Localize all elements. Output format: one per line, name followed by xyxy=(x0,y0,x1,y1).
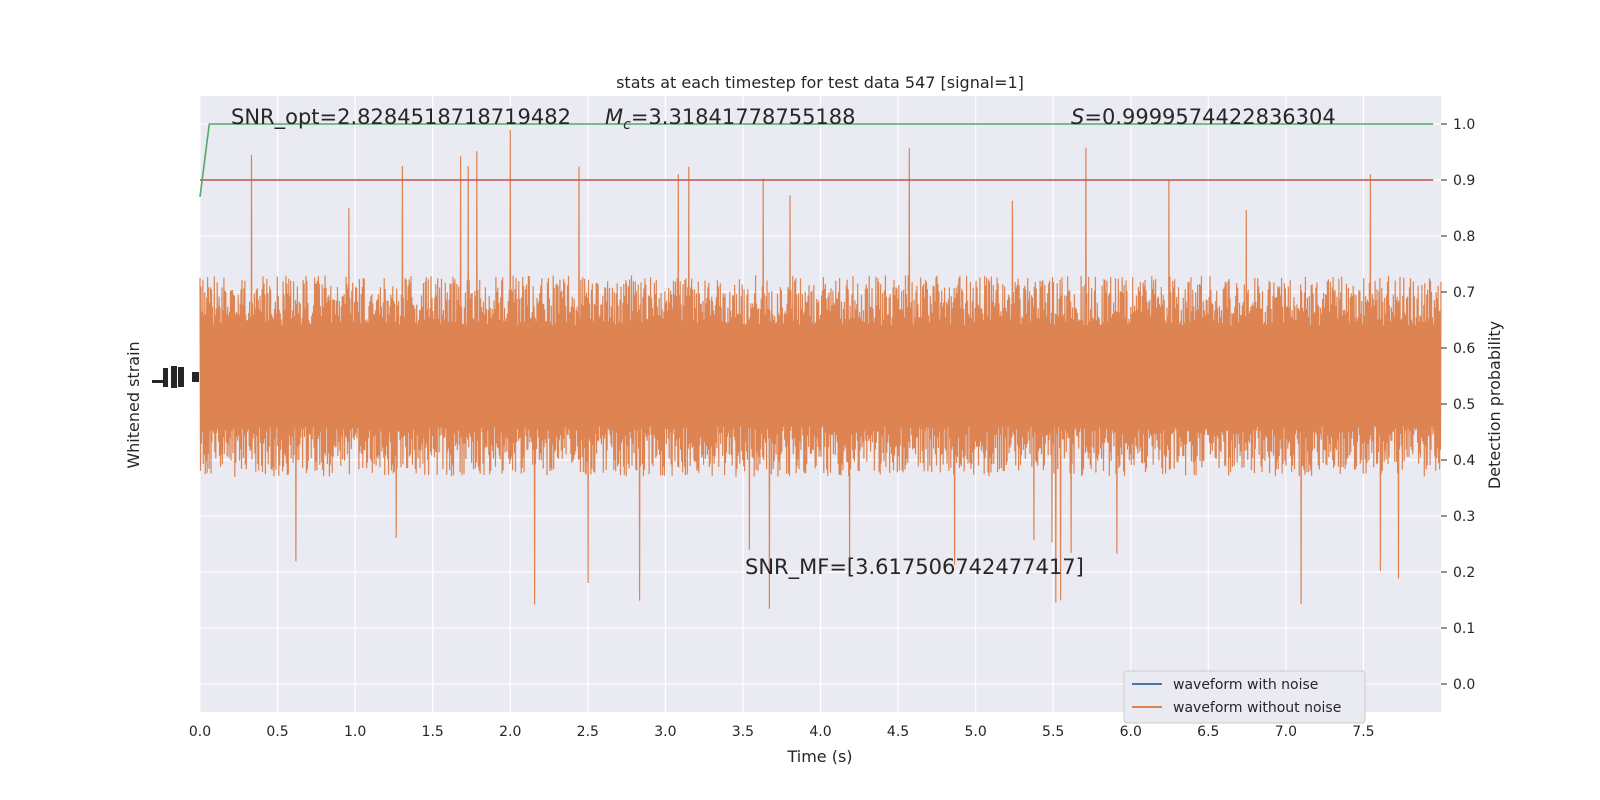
y-right-tick-label: 1.0 xyxy=(1453,117,1475,133)
y-right-axis-label: Detection probability xyxy=(1485,321,1504,489)
chirp-mass-annotation: Mc=3.31841778755188 xyxy=(605,105,856,133)
x-axis-label: Time (s) xyxy=(786,747,852,766)
chirp-mass-symbol: M xyxy=(605,105,623,129)
chirp-mass-subscript: c xyxy=(623,117,631,133)
x-tick-label: 6.0 xyxy=(1120,724,1142,740)
legend-label-without-noise: waveform without noise xyxy=(1173,700,1341,716)
y-right-tick-label: 0.7 xyxy=(1453,285,1475,301)
y-right-tick-label: 0.3 xyxy=(1453,509,1475,525)
y-right-tick-label: 0.5 xyxy=(1453,397,1475,413)
y-right-tick-label: 0.0 xyxy=(1453,677,1475,693)
legend-box xyxy=(1123,670,1366,724)
x-tick-label: 4.0 xyxy=(809,724,831,740)
s-annotation: S=0.9999574422836304 xyxy=(1071,105,1336,129)
x-tick-label: 4.5 xyxy=(887,724,909,740)
x-tick-label: 7.0 xyxy=(1275,724,1297,740)
s-symbol: S xyxy=(1071,105,1084,129)
x-tick-label: 2.5 xyxy=(577,724,599,740)
x-tick-label: 1.5 xyxy=(422,724,444,740)
y-left-axis-label: Whitened strain xyxy=(124,341,143,468)
y-right-tick-label: 0.1 xyxy=(1453,621,1475,637)
y-right-tick-label: 0.4 xyxy=(1453,453,1475,469)
x-axis-ticks: 0.0 0.5 1.0 1.5 2.0 2.5 3.0 3.5 4.0 4.5 5.0 5.5 6.0 6… xyxy=(189,724,1375,740)
x-tick-label: 2.0 xyxy=(499,724,521,740)
x-tick-label: 1.0 xyxy=(344,724,366,740)
x-tick-label: 6.5 xyxy=(1197,724,1219,740)
snr-opt-annotation: SNR_opt=2.8284518718719482 xyxy=(231,105,571,130)
left-axis-tick-cluster xyxy=(152,366,199,388)
x-tick-label: 7.5 xyxy=(1352,724,1374,740)
y-right-tick-label: 0.2 xyxy=(1453,565,1475,581)
x-tick-label: 3.0 xyxy=(654,724,676,740)
chirp-mass-value: =3.31841778755188 xyxy=(631,105,856,129)
y-right-axis-ticks: 0.0 0.1 0.2 0.3 0.4 0.5 0.6 0.7 0.8 0.9 1.0 xyxy=(1441,117,1475,693)
waveform-without-noise-core xyxy=(200,331,1441,421)
y-right-tick-label: 0.9 xyxy=(1453,173,1475,189)
x-tick-label: 5.5 xyxy=(1042,724,1064,740)
x-tick-label: 5.0 xyxy=(964,724,986,740)
y-right-tick-label: 0.6 xyxy=(1453,341,1475,357)
x-tick-label: 3.5 xyxy=(732,724,754,740)
x-tick-label: 0.5 xyxy=(266,724,288,740)
snr-mf-annotation: SNR_MF=[3.617506742477417] xyxy=(745,555,1084,580)
y-right-tick-label: 0.8 xyxy=(1453,229,1475,245)
legend-label-with-noise: waveform with noise xyxy=(1173,677,1318,693)
s-value: =0.9999574422836304 xyxy=(1084,105,1335,129)
chart-title: stats at each timestep for test data 547… xyxy=(616,73,1024,92)
x-tick-label: 0.0 xyxy=(189,724,211,740)
legend[interactable]: waveform with noise waveform without noi… xyxy=(1123,670,1366,724)
detection-probability-line xyxy=(199,123,1434,197)
